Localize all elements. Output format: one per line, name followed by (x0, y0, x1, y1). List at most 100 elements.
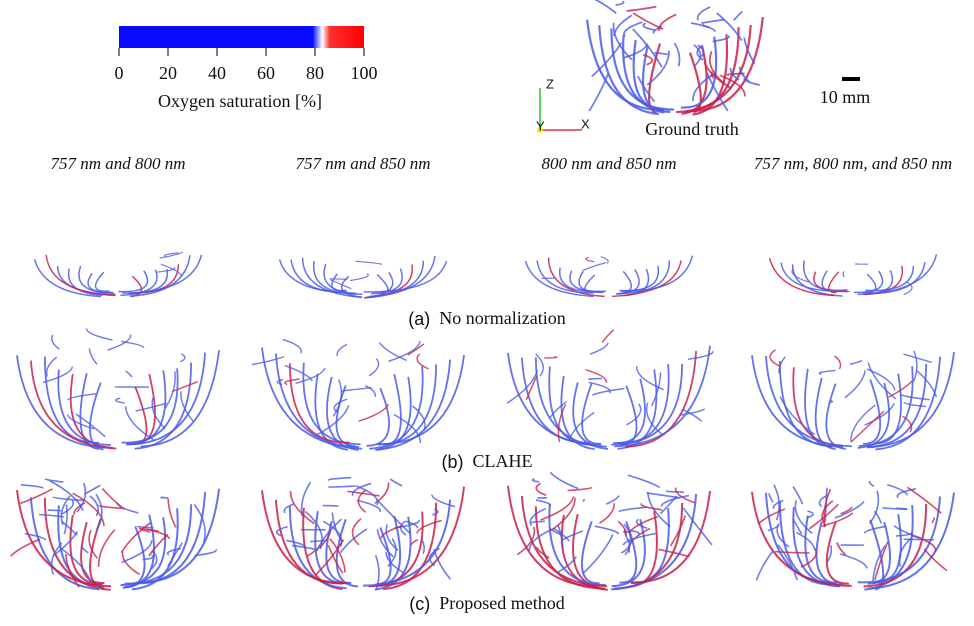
vessel (350, 274, 368, 281)
vessel (408, 344, 424, 355)
vessel (82, 545, 88, 553)
row-tag: (a) (408, 309, 430, 329)
vessel (573, 514, 605, 589)
vessel (522, 358, 590, 443)
vessel (819, 370, 835, 374)
vessel (704, 24, 710, 27)
vessel (80, 373, 98, 449)
row-caption: (a) No normalization (408, 308, 565, 329)
vessel (377, 275, 388, 293)
vessel-image (11, 479, 219, 590)
vessel (868, 363, 896, 399)
vessel-image (262, 478, 464, 590)
vessel (544, 357, 557, 358)
ground-truth-label: Ground truth (645, 119, 739, 139)
vessel (536, 357, 607, 446)
vessel (46, 255, 115, 295)
vessel (826, 384, 845, 449)
vessel-image (280, 256, 447, 298)
vessel (417, 521, 442, 534)
vessel (355, 261, 382, 264)
vessel (342, 388, 372, 391)
vessel (536, 500, 550, 506)
vessel (25, 534, 46, 541)
axis-label: Z (546, 76, 554, 91)
vessel (932, 517, 934, 523)
tick-label: 20 (159, 63, 177, 83)
row-caption: (c) Proposed method (409, 593, 565, 614)
vessel-image (770, 254, 937, 296)
vessel (134, 387, 146, 444)
vessel (336, 386, 356, 447)
vessel (45, 479, 63, 482)
vessel (168, 498, 176, 527)
vessel (874, 511, 881, 523)
vessel (619, 507, 648, 511)
vessel (595, 526, 619, 534)
vessel (614, 503, 682, 589)
vessel (589, 378, 602, 379)
vessel (333, 380, 341, 416)
vessel (858, 254, 937, 294)
vessel (390, 479, 402, 486)
vessel (330, 280, 351, 289)
vessel (618, 370, 657, 449)
vessel-image (526, 256, 693, 297)
vessel (517, 527, 534, 555)
vessel (591, 0, 616, 13)
vessel (96, 272, 110, 291)
vessel (582, 521, 600, 583)
vessel (807, 511, 813, 518)
vessel (628, 475, 660, 487)
vessel (422, 539, 424, 554)
vessel (585, 275, 595, 292)
vessel (868, 522, 891, 584)
vessel (769, 493, 773, 502)
vessel (160, 252, 183, 258)
vessel (136, 403, 167, 411)
vessel (417, 354, 428, 369)
vessel (252, 357, 284, 365)
vessel (35, 259, 101, 296)
vessel (845, 370, 865, 397)
vessel (904, 354, 932, 362)
vessel (876, 357, 941, 450)
vessel (337, 344, 347, 355)
vessel (602, 330, 613, 343)
vessel (835, 356, 841, 369)
vessel (411, 540, 418, 545)
vessel-image (252, 339, 464, 450)
axis-label: Y (536, 118, 545, 133)
vessel (904, 539, 934, 540)
vessel (676, 488, 695, 503)
vessel (766, 493, 834, 583)
vessel (629, 528, 650, 552)
vessel (616, 1, 624, 5)
vessel (328, 486, 355, 487)
vessel (900, 395, 929, 400)
vessel (536, 483, 546, 495)
row-tag: (c) (409, 594, 430, 614)
vessel (590, 343, 609, 354)
scale-bar-label: 10 mm (820, 87, 871, 107)
vessel (329, 478, 352, 481)
vessel (165, 371, 175, 408)
vessel (896, 508, 907, 509)
tick-label: 0 (115, 63, 124, 83)
vessel (770, 350, 779, 366)
vessel (568, 487, 592, 490)
vessel-image (752, 481, 954, 590)
vessel (816, 378, 836, 449)
vessel (586, 370, 607, 383)
vessel (792, 269, 809, 282)
vessel (526, 377, 536, 400)
vessel (99, 530, 115, 567)
colorbar-label: Oxygen saturation [%] (158, 91, 322, 111)
vessel-image (35, 252, 202, 297)
row-caption-text: Proposed method (439, 593, 565, 613)
row-caption-text: No normalization (439, 308, 565, 328)
vessel (863, 380, 880, 444)
vessel (84, 485, 100, 494)
tick-label: 60 (257, 63, 275, 83)
vessel (90, 383, 104, 450)
